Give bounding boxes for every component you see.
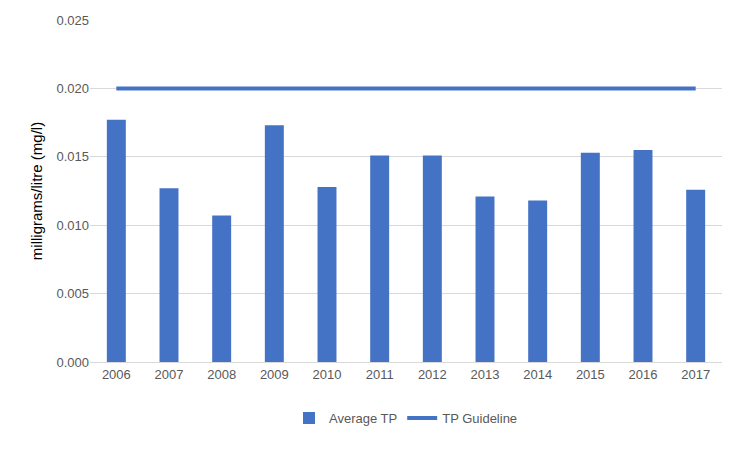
svg-text:0.010: 0.010 [56, 218, 89, 233]
svg-text:2016: 2016 [629, 367, 658, 382]
svg-text:2012: 2012 [418, 367, 447, 382]
svg-text:2017: 2017 [681, 367, 710, 382]
svg-text:2008: 2008 [207, 367, 236, 382]
svg-text:2009: 2009 [260, 367, 289, 382]
svg-text:2013: 2013 [471, 367, 500, 382]
svg-text:milligrams/litre (mg/l): milligrams/litre (mg/l) [28, 122, 45, 260]
svg-text:0.005: 0.005 [56, 286, 89, 301]
svg-text:2014: 2014 [523, 367, 552, 382]
svg-text:2006: 2006 [102, 367, 131, 382]
svg-text:2007: 2007 [155, 367, 184, 382]
svg-text:0.025: 0.025 [56, 13, 89, 28]
svg-text:2010: 2010 [313, 367, 342, 382]
svg-text:TP Guideline: TP Guideline [442, 411, 517, 426]
svg-text:0.015: 0.015 [56, 149, 89, 164]
svg-text:2015: 2015 [576, 367, 605, 382]
svg-text:Average TP: Average TP [329, 411, 397, 426]
svg-text:0.020: 0.020 [56, 81, 89, 96]
svg-text:2011: 2011 [366, 367, 394, 382]
svg-text:0.000: 0.000 [56, 355, 89, 370]
